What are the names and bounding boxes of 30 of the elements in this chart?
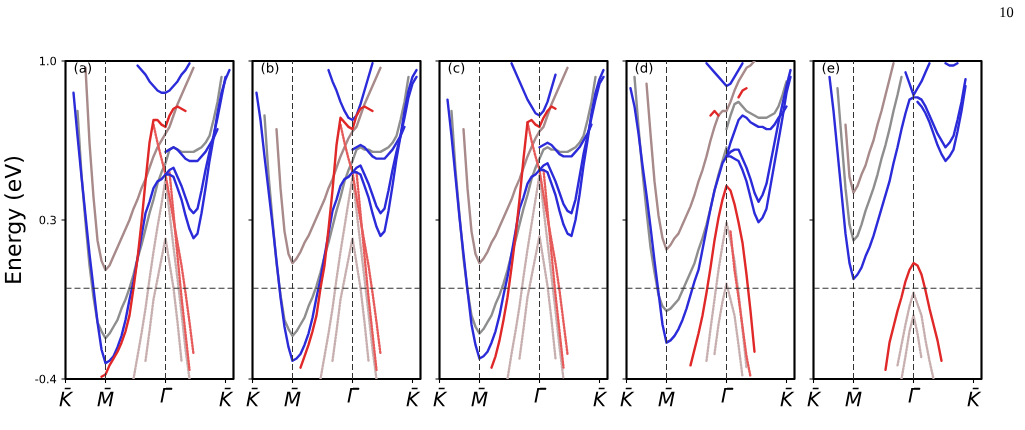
y-tick-label: 0.3: [39, 215, 56, 225]
chart-title: (d): [635, 62, 653, 75]
x-tick-label: K̄: [780, 387, 795, 407]
x-tick-label: K̄: [219, 387, 234, 407]
y-tick-label: -0.4: [35, 374, 57, 384]
chart-title: (e): [822, 62, 840, 75]
chart-title: (b): [261, 62, 279, 75]
x-tick-label: K̄: [59, 387, 74, 407]
x-tick-label: K̄: [433, 387, 448, 407]
x-tick-label: K̄: [620, 387, 635, 407]
text: 10: [1000, 7, 1014, 18]
x-tick-label: K̄: [406, 387, 421, 407]
x-tick-label: Γ̄: [908, 387, 921, 403]
x-tick-label: Γ̄: [721, 387, 734, 403]
chart-title: (c): [448, 62, 465, 75]
x-tick-label: Γ̄: [534, 387, 547, 403]
x-tick-label: M̄: [97, 387, 114, 407]
chart-title: (a): [74, 62, 92, 75]
x-tick-label: K̄: [807, 387, 822, 407]
x-tick-label: Γ̄: [347, 387, 360, 403]
x-tick-label: Γ̄: [160, 387, 173, 403]
x-tick-label: M̄: [845, 387, 862, 407]
x-tick-label: M̄: [471, 387, 488, 407]
x-tick-label: K̄: [967, 387, 982, 407]
x-tick-label: K̄: [246, 387, 261, 407]
y-axis-title: Energy (eV): [4, 157, 26, 283]
x-tick-label: K̄: [593, 387, 608, 407]
y-tick-label: 1.0: [40, 56, 57, 66]
x-tick-label: M̄: [284, 387, 301, 407]
x-tick-label: M̄: [658, 387, 675, 407]
